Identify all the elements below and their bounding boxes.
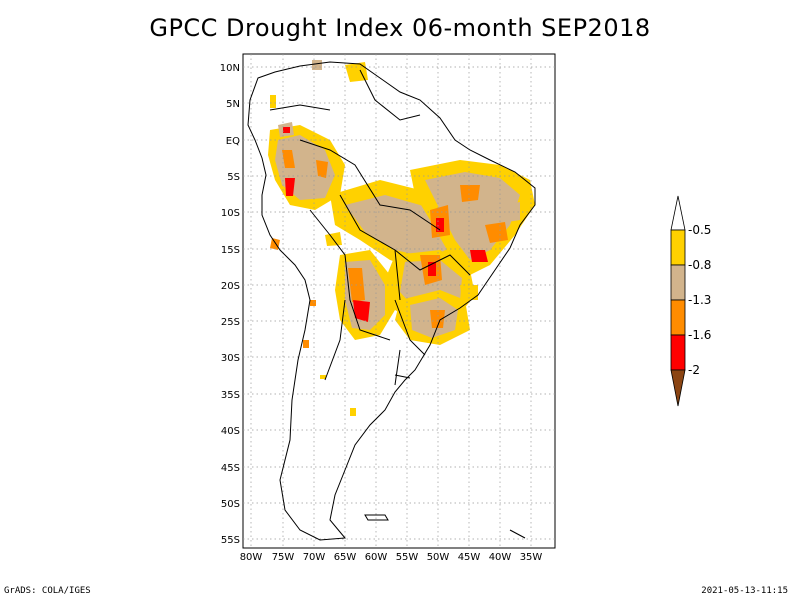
lat-tick-label: 5S — [227, 172, 240, 183]
lat-tick-label: 30S — [221, 353, 240, 364]
lat-tick-label: 35S — [221, 390, 240, 401]
lat-axis: 10N 5N EQ 5S 10S 15S 20S 25S 30S 35S 40S… — [220, 63, 240, 546]
colorbar-swatch — [670, 334, 686, 371]
lat-tick-label: 10S — [221, 208, 240, 219]
colorbar-swatch — [670, 299, 686, 336]
drought-shading — [268, 60, 535, 416]
lat-tick-label: 20S — [221, 281, 240, 292]
lon-tick-label: 70W — [303, 552, 326, 563]
colorbar-swatch — [670, 264, 686, 301]
lon-tick-label: 65W — [334, 552, 357, 563]
lat-tick-label: 55S — [221, 535, 240, 546]
lon-tick-label: 50W — [427, 552, 450, 563]
colorbar-label: -0.5 — [688, 223, 711, 237]
lat-tick-label: 40S — [221, 426, 240, 437]
footer-timestamp: 2021-05-13-11:15 — [701, 586, 788, 596]
lat-tick-label: 45S — [221, 463, 240, 474]
lon-tick-label: 40W — [489, 552, 512, 563]
lon-tick-label: 60W — [365, 552, 388, 563]
lon-axis: 80W 75W 70W 65W 60W 55W 50W 45W 40W 35W — [240, 552, 543, 563]
colorbar-label: -2 — [688, 363, 700, 377]
colorbar-label: -0.8 — [688, 258, 711, 272]
map-title: GPCC Drought Index 06-month SEP2018 — [149, 14, 651, 42]
lat-tick-label: EQ — [226, 136, 240, 147]
lon-tick-label: 45W — [458, 552, 481, 563]
colorbar-brown-arrow — [670, 369, 686, 407]
lat-tick-label: 50S — [221, 499, 240, 510]
footer-credit: GrADS: COLA/IGES — [4, 586, 91, 596]
lat-tick-label: 5N — [226, 99, 240, 110]
lat-tick-label: 15S — [221, 245, 240, 256]
lon-tick-label: 75W — [272, 552, 295, 563]
lon-tick-label: 55W — [396, 552, 419, 563]
colorbar-label: -1.3 — [688, 293, 711, 307]
lon-tick-label: 80W — [240, 552, 263, 563]
colorbar-legend: -0.5 -0.8 -1.3 -1.6 -2 — [670, 195, 711, 407]
lat-tick-label: 10N — [220, 63, 240, 74]
colorbar-white-arrow — [670, 195, 686, 231]
coastline — [247, 61, 536, 541]
colorbar-label: -1.6 — [688, 328, 711, 342]
colorbar-swatch — [670, 229, 686, 266]
graticule — [243, 54, 555, 548]
lon-tick-label: 35W — [520, 552, 543, 563]
lat-tick-label: 25S — [221, 317, 240, 328]
